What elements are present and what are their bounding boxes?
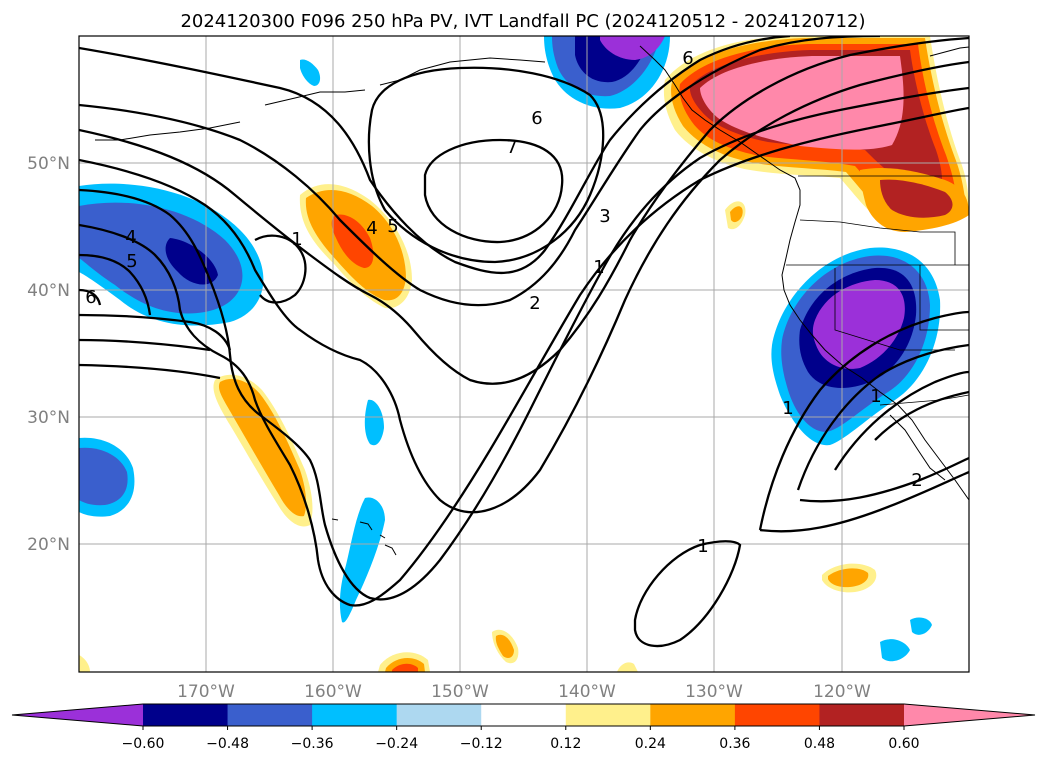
contour-label: 6 [682, 48, 693, 69]
longitude-labels: 170°W 160°W 150°W 140°W 130°W 120°W [177, 682, 871, 702]
contour-label: 5 [387, 216, 398, 237]
colorbar-tick-label: −0.60 [122, 736, 165, 752]
colorbar-tick-label: −0.24 [375, 736, 418, 752]
pv-contour-labels: 6 7 6 3 1 2 1 4 5 4 5 6 1 1 2 1 [85, 48, 922, 557]
contour-label: 1 [870, 386, 881, 407]
map-title: 2024120300 F096 250 hPa PV, IVT Landfall… [180, 11, 865, 32]
contour-label: 4 [366, 218, 377, 239]
lon-label: 170°W [177, 682, 235, 702]
colorbar-extend-max [904, 704, 1035, 726]
colorbar-tick-label: 0.60 [888, 736, 919, 752]
colorbar-tick-label: 0.36 [719, 736, 750, 752]
contour-label: 1 [782, 398, 793, 419]
colorbar-tick-label: 0.24 [635, 736, 666, 752]
map-panel: 6 7 6 3 1 2 1 4 5 4 5 6 1 1 2 1 [78, 35, 970, 673]
colorbar-tick-label: −0.12 [460, 736, 503, 752]
graticule [79, 36, 969, 672]
lat-label: 30°N [27, 408, 70, 428]
contour-label: 2 [911, 470, 922, 491]
contour-label: 4 [125, 227, 136, 248]
lat-label: 50°N [27, 154, 70, 174]
lon-label: 120°W [813, 682, 871, 702]
colorbar-segment [565, 704, 651, 726]
colorbar-segment [312, 704, 398, 726]
lat-label: 20°N [27, 535, 70, 555]
colorbar: −0.60 −0.48 −0.36 −0.24 −0.12 0.12 0.24 0.36 0.4… [11, 703, 1036, 752]
lon-label: 140°W [558, 682, 616, 702]
latitude-labels: 50°N 40°N 30°N 20°N [27, 154, 70, 555]
colorbar-segment [819, 704, 905, 726]
contour-label: 3 [599, 206, 610, 227]
lon-label: 160°W [304, 682, 362, 702]
colorbar-tick-label: −0.36 [291, 736, 334, 752]
contour-label: 1 [697, 536, 708, 557]
contour-label: 7 [506, 137, 517, 158]
ivt-positive-shading [79, 36, 969, 672]
contour-label: 6 [85, 287, 96, 308]
coastlines [95, 45, 969, 556]
colorbar-segment [227, 704, 313, 726]
colorbar-segment [734, 704, 820, 726]
colorbar-extend-min [12, 704, 143, 726]
contour-label: 1 [291, 229, 302, 250]
lon-label: 150°W [431, 682, 489, 702]
colorbar-tick-label: 0.12 [550, 736, 581, 752]
lat-label: 40°N [27, 281, 70, 301]
contour-label: 1 [593, 257, 604, 278]
contour-label: 2 [529, 293, 540, 314]
colorbar-segment [481, 704, 567, 726]
colorbar-segment [143, 704, 229, 726]
contour-label: 5 [126, 251, 137, 272]
colorbar-tick-label: 0.48 [804, 736, 835, 752]
map-frame [78, 35, 970, 673]
colorbar-tick-label: −0.48 [206, 736, 249, 752]
lon-label: 130°W [685, 682, 743, 702]
colorbar-segment [650, 704, 736, 726]
colorbar-segment [396, 704, 482, 726]
contour-label: 6 [531, 108, 542, 129]
pv-contours [79, 36, 969, 648]
